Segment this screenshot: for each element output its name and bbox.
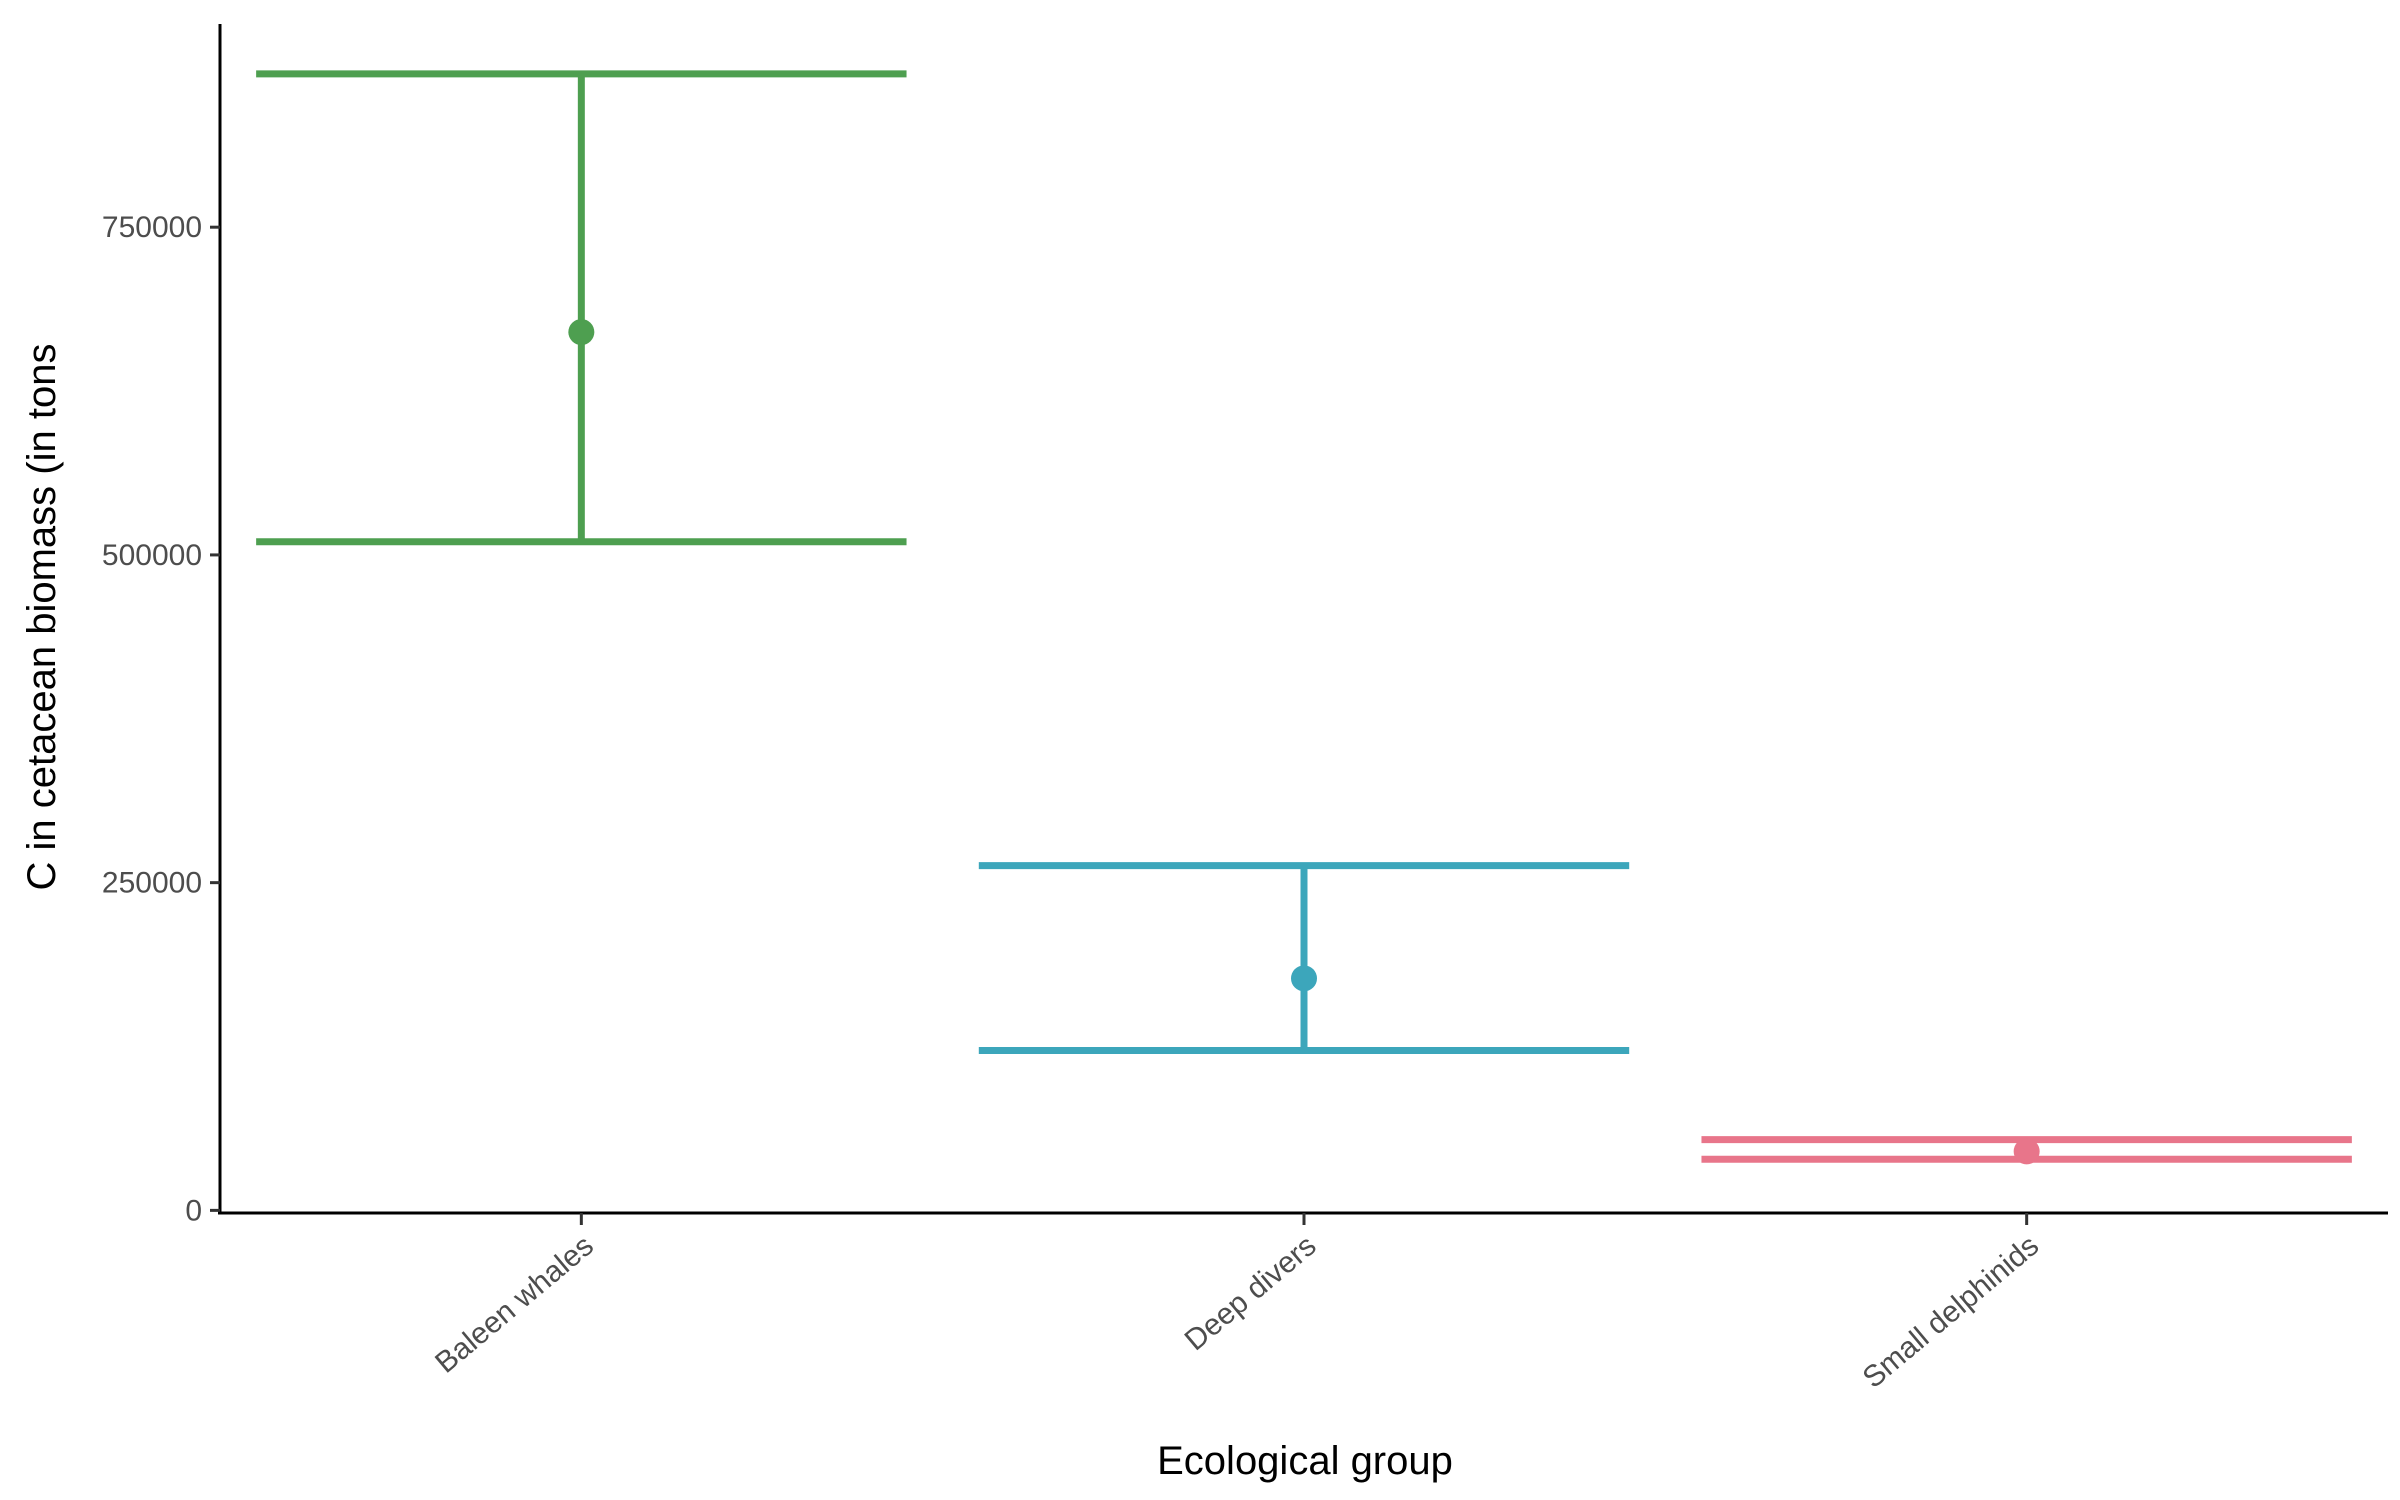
errorbar-group [256,70,907,546]
x-tick-label: Small delphinids [1857,1229,2046,1395]
axes: 0 250000 500000 750000 Baleen whales Deep di… [102,24,2388,1395]
estimate-point [568,319,595,346]
y-tick-label: 750000 [102,211,202,244]
x-tick-label: Baleen whales [429,1229,600,1380]
y-ticks: 0 250000 500000 750000 [102,211,220,1227]
estimate-point [1291,965,1317,992]
plot-marks [256,70,2352,1165]
y-tick-label: 250000 [102,867,202,900]
y-axis-title: C in cetacean biomass (in tons [20,344,64,891]
errorbar-group [1701,1136,2352,1165]
errorbar-group [978,862,1630,1054]
estimate-point [2013,1138,2040,1165]
y-tick-label: 500000 [102,539,202,572]
x-axis-title: Ecological group [1157,1439,1453,1483]
x-ticks: Baleen whales Deep divers Small delphinids [429,1213,2045,1395]
x-tick-label: Deep divers [1179,1229,1323,1357]
y-tick-label: 0 [185,1194,202,1227]
